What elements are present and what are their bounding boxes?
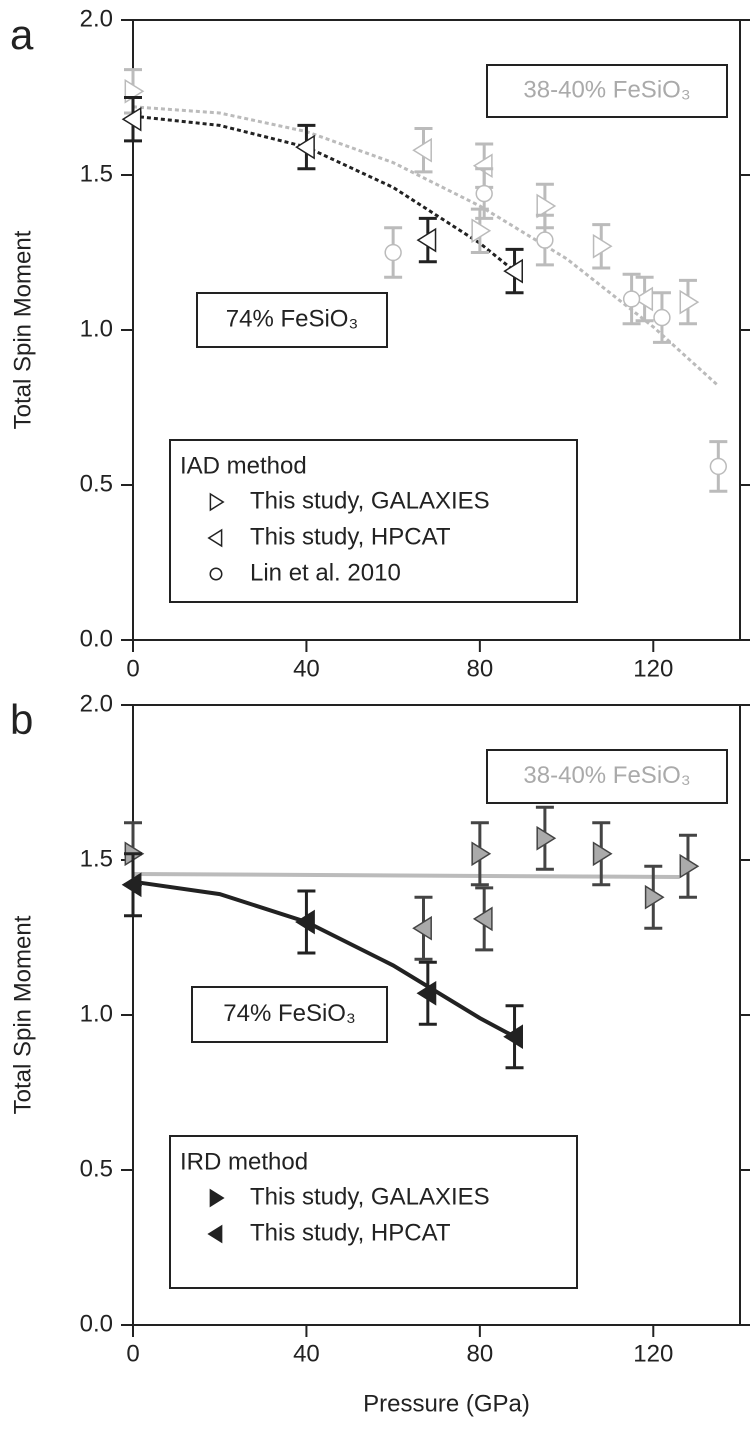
marker — [412, 137, 432, 163]
marker — [644, 884, 665, 910]
legend-marker — [209, 1188, 225, 1208]
legend-marker — [207, 1224, 223, 1244]
marker — [592, 233, 613, 259]
marker — [536, 193, 557, 219]
marker — [622, 290, 641, 308]
marker — [679, 289, 700, 315]
y-tick-label: 2.0 — [80, 690, 113, 717]
marker — [121, 106, 142, 132]
marker — [536, 231, 554, 249]
y-tick-label: 2.0 — [80, 5, 113, 32]
annotation: 74% FeSiO₃ — [223, 1000, 356, 1027]
marker — [536, 825, 557, 851]
marker — [472, 906, 493, 932]
annotation: 38-40% FeSiO₃ — [523, 762, 690, 789]
y-axis-label: Total Spin Moment — [9, 915, 36, 1114]
marker — [679, 853, 700, 879]
y-tick-label: 1.5 — [80, 845, 113, 872]
fit-line — [132, 114, 516, 273]
y-tick-label: 0.0 — [80, 625, 113, 652]
fit-line — [132, 105, 720, 387]
annotation-box — [486, 749, 728, 804]
x-tick-label: 120 — [633, 1340, 673, 1367]
legend-marker — [209, 567, 223, 581]
annotation: 38-40% FeSiO₃ — [523, 76, 690, 103]
y-tick-label: 1.5 — [80, 160, 113, 187]
x-tick-label: 40 — [293, 655, 320, 682]
marker — [471, 841, 492, 867]
marker — [475, 184, 493, 203]
annotation-box — [196, 292, 388, 348]
marker — [471, 218, 492, 244]
panel-label: a — [10, 11, 34, 58]
annotation: 74% FeSiO₃ — [226, 305, 359, 332]
marker — [503, 258, 523, 284]
panel-label: b — [10, 696, 33, 743]
marker — [384, 243, 402, 262]
y-tick-label: 0.5 — [80, 470, 113, 497]
legend-label: Lin et al. 2010 — [250, 559, 401, 586]
marker — [295, 909, 315, 935]
legend-marker — [207, 528, 223, 548]
fit-line — [132, 879, 516, 1039]
marker — [121, 872, 142, 898]
marker — [592, 841, 613, 867]
x-tick-label: 80 — [467, 1340, 494, 1367]
legend-label: This study, HPCAT — [250, 523, 451, 550]
fit-line — [132, 871, 680, 880]
legend-label: This study, HPCAT — [250, 1219, 451, 1246]
marker — [653, 308, 671, 327]
legend-title: IAD method — [180, 452, 307, 479]
y-tick-label: 0.5 — [80, 1155, 113, 1182]
legend-title: IRD method — [180, 1148, 308, 1175]
marker — [503, 1024, 523, 1050]
x-tick-label: 0 — [126, 655, 139, 682]
x-tick-label: 120 — [633, 655, 673, 682]
legend-box — [169, 439, 578, 603]
y-tick-label: 0.0 — [80, 1310, 113, 1337]
legend-marker — [209, 492, 225, 512]
marker — [295, 134, 315, 160]
x-tick-label: 80 — [467, 655, 494, 682]
legend-label: This study, GALAXIES — [250, 1183, 490, 1210]
x-tick-label: 0 — [126, 1340, 139, 1367]
legend-box — [169, 1135, 578, 1289]
marker — [412, 915, 432, 941]
y-axis-label: Total Spin Moment — [9, 230, 36, 429]
marker — [416, 227, 437, 253]
marker — [709, 457, 727, 476]
annotation-box — [191, 986, 388, 1043]
marker — [416, 980, 437, 1006]
annotation-box — [486, 64, 728, 118]
legend-label: This study, GALAXIES — [250, 487, 490, 514]
marker — [633, 286, 654, 312]
x-axis-label: Pressure (GPa) — [363, 1390, 530, 1417]
y-tick-label: 1.0 — [80, 315, 113, 342]
x-tick-label: 40 — [293, 1340, 320, 1367]
y-tick-label: 1.0 — [80, 1000, 113, 1027]
